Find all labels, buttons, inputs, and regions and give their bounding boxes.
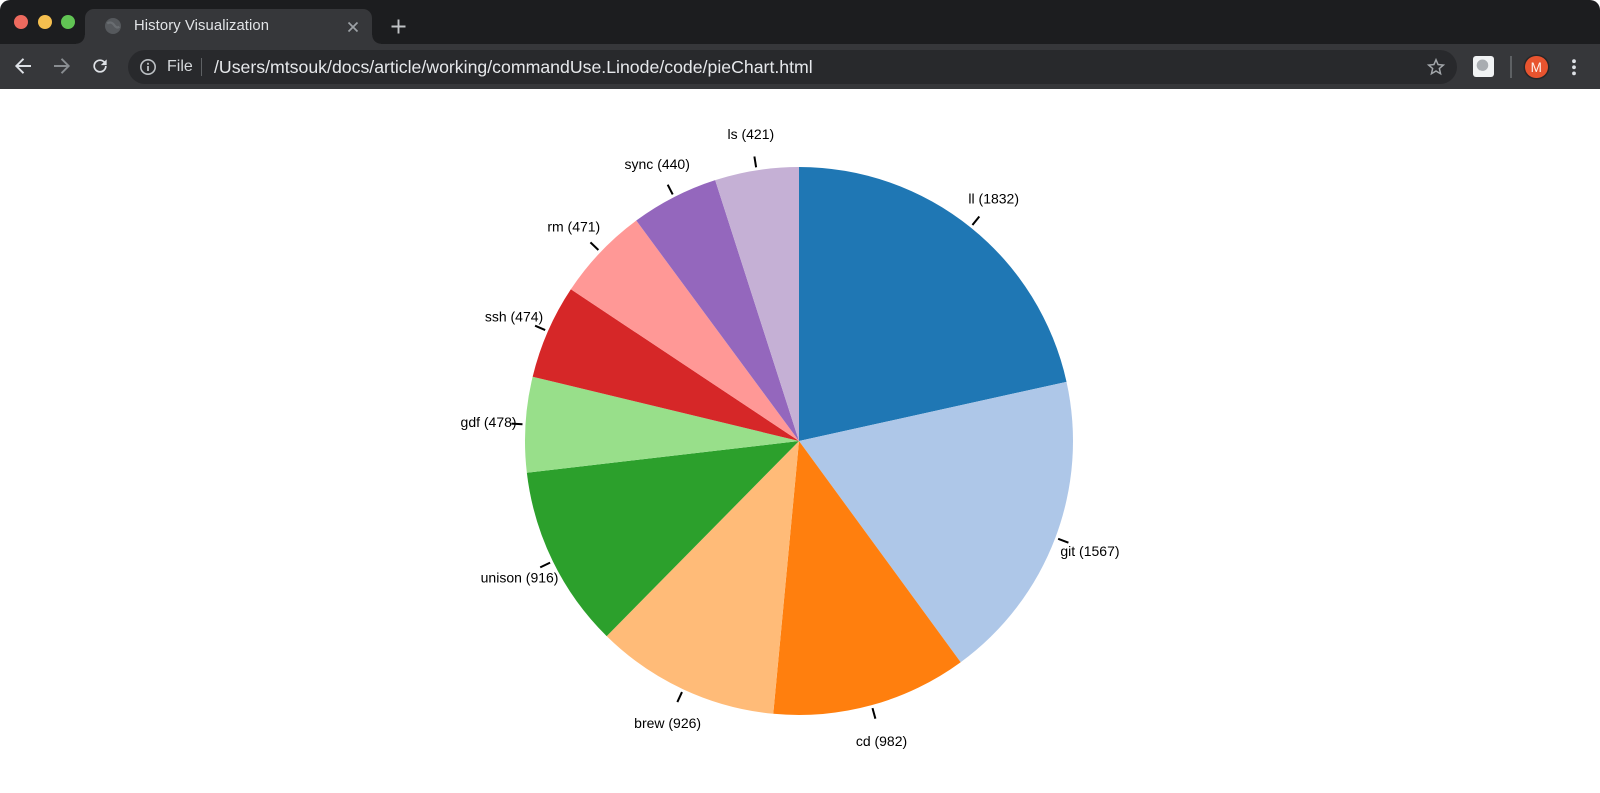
svg-text:ls (421): ls (421) bbox=[727, 126, 774, 142]
svg-text:rm (471): rm (471) bbox=[547, 219, 600, 235]
svg-text:ssh (474): ssh (474) bbox=[485, 308, 543, 324]
svg-text:sync (440): sync (440) bbox=[625, 156, 690, 172]
svg-text:gdf (478): gdf (478) bbox=[461, 414, 517, 430]
svg-text:git (1567): git (1567) bbox=[1060, 543, 1119, 559]
svg-text:unison (916): unison (916) bbox=[481, 570, 559, 586]
svg-text:brew (926): brew (926) bbox=[634, 715, 701, 731]
svg-text:cd (982): cd (982) bbox=[856, 733, 907, 749]
svg-text:ll (1832): ll (1832) bbox=[968, 191, 1019, 207]
